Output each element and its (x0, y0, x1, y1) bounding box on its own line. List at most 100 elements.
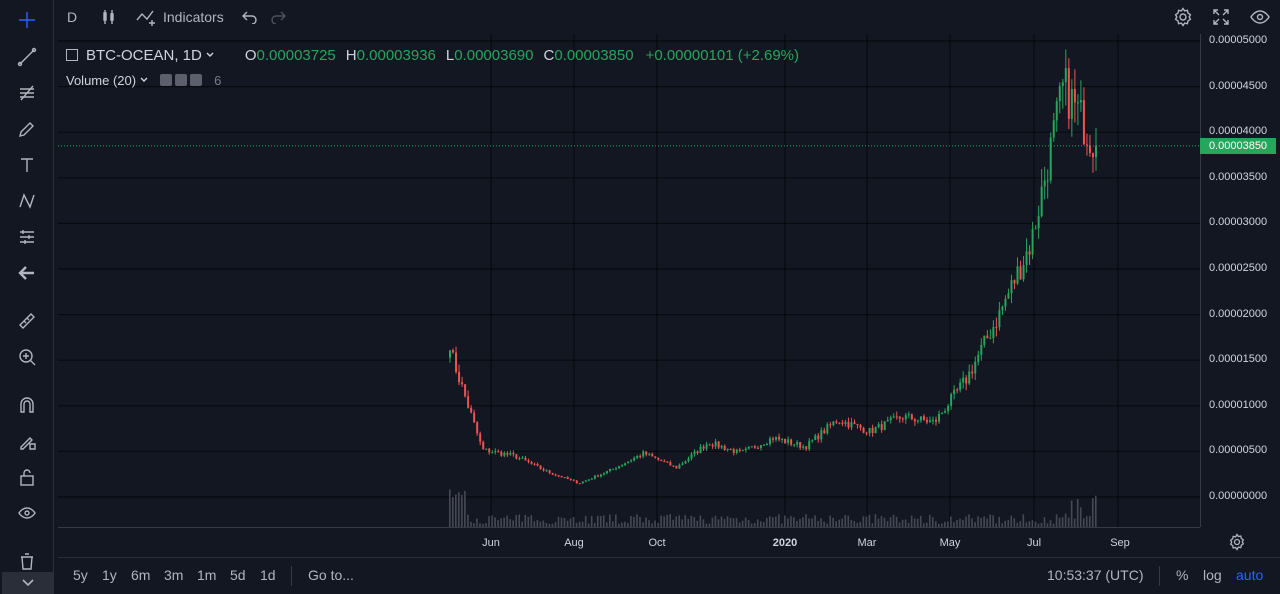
candle-body (512, 453, 515, 455)
candle-body (548, 470, 551, 473)
volume-bar (799, 518, 801, 527)
indicators-icon (136, 10, 155, 26)
open-value: 0.00003725 (256, 46, 336, 64)
volume-bar (738, 522, 741, 527)
volume-bar (497, 519, 499, 527)
volume-bar (814, 515, 816, 527)
candles-icon[interactable] (100, 0, 118, 34)
volume-bar (663, 516, 665, 527)
volume-bar (729, 517, 732, 527)
volume-bar (720, 516, 723, 527)
chevron-down-icon[interactable] (139, 76, 149, 84)
fib-retracement-icon[interactable] (11, 78, 43, 108)
indicators-button[interactable]: Indicators (136, 0, 224, 34)
candle-body (1016, 266, 1019, 284)
range-6m-button[interactable]: 6m (131, 567, 151, 583)
price-axis[interactable]: 0.00005000 0.00004500 0.00004000 0.00003500… (1200, 34, 1280, 527)
volume-bar (717, 519, 720, 527)
candle-body (986, 335, 989, 339)
interval-button[interactable]: D (67, 9, 78, 25)
prediction-icon[interactable] (11, 222, 43, 252)
volume-label[interactable]: Volume (20) (66, 72, 137, 88)
undo-icon[interactable] (242, 0, 258, 34)
percent-button[interactable]: % (1176, 567, 1189, 583)
volume-bar (593, 522, 596, 527)
range-1d-button[interactable]: 1d (260, 567, 276, 583)
range-1m-button[interactable]: 1m (197, 567, 217, 583)
auto-button[interactable]: auto (1236, 567, 1264, 583)
volume-bar (1061, 517, 1064, 527)
brush-icon[interactable] (11, 114, 43, 144)
volume-bar (605, 522, 608, 527)
candle-body (455, 352, 458, 372)
candle-body (1037, 216, 1040, 229)
candle-body (557, 475, 560, 477)
volume-bar (642, 522, 644, 527)
screenshot-eye-icon[interactable] (1250, 0, 1270, 34)
candle-body (690, 454, 693, 459)
candle-body (461, 382, 464, 385)
eye-icon[interactable] (11, 498, 43, 528)
trend-line-icon[interactable] (11, 42, 43, 72)
range-1y-button[interactable]: 1y (102, 567, 117, 583)
volume-bar (817, 520, 819, 527)
volume-bar (479, 523, 481, 527)
remove-icon[interactable] (190, 74, 203, 86)
volume-bar (928, 514, 931, 527)
range-5d-button[interactable]: 5d (230, 567, 246, 583)
text-icon[interactable] (11, 150, 43, 180)
back-arrow-icon[interactable] (11, 258, 43, 288)
candle-body (756, 447, 759, 449)
volume-bar (944, 521, 946, 527)
volume-bar (983, 516, 985, 527)
volume-legend: Volume (20) 6 (66, 70, 221, 90)
magnet-icon[interactable] (11, 390, 43, 420)
close-value: 0.00003850 (554, 46, 634, 64)
chevron-down-icon[interactable] (205, 51, 215, 59)
volume-bar (651, 523, 653, 527)
crosshair-icon[interactable] (11, 5, 43, 35)
symbol-label[interactable]: BTC-OCEAN, 1D (86, 46, 202, 64)
volume-bar (1040, 522, 1043, 527)
clock-label[interactable]: 10:53:37 (UTC) (1047, 567, 1144, 583)
volume-bar (515, 515, 518, 527)
candle-body (947, 405, 950, 412)
range-5y-button[interactable]: 5y (73, 567, 88, 583)
settings-gear-icon[interactable] (1173, 0, 1193, 34)
low-value: 0.00003690 (454, 46, 534, 64)
candle-body (509, 453, 512, 455)
candle-body (826, 424, 829, 434)
axis-settings-icon[interactable] (1228, 533, 1246, 551)
time-axis[interactable]: Jun Aug Oct 2020 Mar May Jul Sep (58, 527, 1200, 557)
zoom-in-icon[interactable] (11, 342, 43, 372)
collapse-toolbar-button[interactable] (2, 572, 54, 594)
price-chart[interactable] (58, 34, 1200, 527)
volume-bar (590, 516, 593, 527)
hide-eye-icon[interactable] (160, 74, 173, 86)
ruler-icon[interactable] (11, 306, 43, 336)
pattern-icon[interactable] (11, 186, 43, 216)
candle-body (965, 377, 968, 384)
candle-body (814, 435, 817, 441)
unlock-icon[interactable] (11, 462, 43, 492)
collapse-legend-icon[interactable] (66, 49, 78, 61)
fullscreen-icon[interactable] (1212, 0, 1230, 34)
candle-body (1070, 89, 1073, 119)
volume-bar (599, 516, 602, 527)
log-button[interactable]: log (1203, 567, 1222, 583)
candle-body (762, 444, 765, 446)
range-3m-button[interactable]: 3m (164, 567, 184, 583)
settings-icon[interactable] (175, 74, 188, 86)
candle-body (850, 422, 853, 428)
volume-bar (621, 522, 623, 527)
candle-body (823, 430, 826, 434)
candle-body (956, 389, 959, 391)
volume-bar (726, 516, 729, 527)
lock-drawing-icon[interactable] (11, 426, 43, 456)
volume-bar (977, 516, 979, 527)
goto-button[interactable]: Go to... (308, 567, 354, 583)
chart-pane[interactable] (58, 34, 1200, 527)
redo-icon[interactable] (270, 0, 286, 34)
candle-body (684, 461, 687, 464)
trash-icon[interactable] (11, 546, 43, 576)
